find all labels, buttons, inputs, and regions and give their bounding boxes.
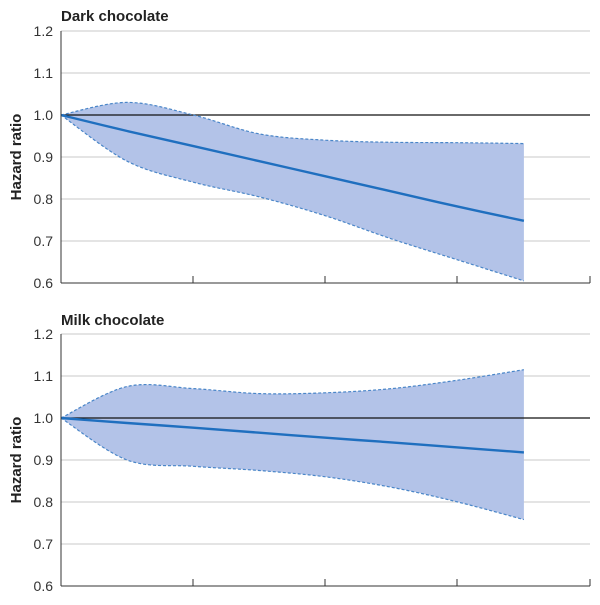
confidence-band [61, 369, 524, 520]
y-tick-label: 0.6 [34, 275, 54, 291]
lower-bound-line [60, 114, 525, 282]
panel-dark-chocolate: Dark chocolate Hazard ratio 0.6 0.7 0.8 0.9 1.… [8, 8, 591, 291]
y-tick-label: 1.2 [34, 326, 54, 342]
estimate-line [60, 113, 525, 222]
y-axis-label: Hazard ratio [8, 417, 25, 504]
confidence-band [61, 102, 524, 281]
y-tick-label: 1.1 [34, 65, 54, 81]
estimate-line [60, 416, 524, 454]
y-tick-label: 0.9 [34, 149, 54, 165]
panel-title: Milk chocolate [61, 312, 164, 329]
y-tick-label: 0.7 [34, 233, 54, 249]
panel-title: Dark chocolate [61, 8, 169, 25]
y-axis-label: Hazard ratio [8, 114, 25, 201]
y-tick-label: 0.7 [34, 536, 54, 552]
y-tick-label: 0.8 [34, 494, 54, 510]
y-tick-label: 0.6 [34, 578, 54, 594]
panel-milk-chocolate: Milk chocolate Hazard ratio 0.6 0.7 0.8 0.9 1.… [8, 312, 591, 594]
y-tick-label: 0.8 [34, 191, 54, 207]
lower-bound-line [60, 417, 525, 521]
y-tick-label: 1.0 [34, 107, 54, 123]
y-tick-label: 0.9 [34, 452, 54, 468]
y-tick-label: 1.0 [34, 410, 54, 426]
y-tick-label: 1.2 [34, 23, 54, 39]
upper-bound-line [60, 101, 524, 145]
y-tick-label: 1.1 [34, 368, 54, 384]
